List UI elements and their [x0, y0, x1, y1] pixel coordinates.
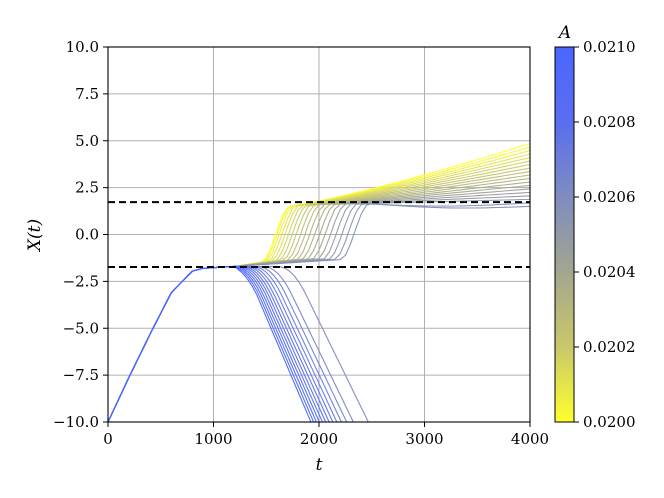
colorbar-tick-label: 0.0206: [583, 188, 636, 206]
x-tick-label: 0: [103, 430, 113, 448]
y-tick-label: −10.0: [53, 413, 99, 431]
series-line: [108, 265, 369, 422]
series-lines: [108, 143, 530, 422]
y-tick-label: 10.0: [66, 38, 99, 56]
x-tick-label: 1000: [194, 430, 232, 448]
y-tick-label: −2.5: [63, 272, 99, 290]
series-line: [108, 265, 315, 422]
y-tick-label: 0.0: [75, 226, 99, 244]
x-axis: 0 1000 2000 3000 4000: [103, 422, 549, 448]
y-axis-label: X(t): [25, 219, 45, 253]
y-tick-label: 5.0: [75, 132, 99, 150]
colorbar-tick-label: 0.0210: [583, 38, 636, 56]
colorbar-label: A: [557, 23, 571, 43]
x-axis-label: t: [316, 455, 323, 475]
y-axis: −10.0 −7.5 −5.0 −2.5 0.0 2.5 5.0 7.5 10.0: [53, 38, 108, 431]
y-tick-label: 7.5: [75, 85, 99, 103]
y-tick-label: −5.0: [63, 319, 99, 337]
y-tick-label: 2.5: [75, 179, 99, 197]
x-tick-label: 2000: [300, 430, 338, 448]
reference-lines: [108, 201, 530, 268]
colorbar: A 0.0200 0.0202 0.0204 0.0206 0.0208 0.0210: [554, 23, 636, 431]
colorbar-ticks: 0.0200 0.0202 0.0204 0.0206 0.0208 0.0210: [574, 38, 636, 431]
series-line: [108, 265, 312, 422]
grid: [107, 46, 531, 423]
colorbar-gradient: [554, 46, 575, 423]
x-tick-label: 4000: [511, 430, 549, 448]
series-line: [108, 265, 343, 422]
colorbar-tick-label: 0.0208: [583, 113, 636, 131]
series-line: [108, 203, 530, 422]
y-tick-label: −7.5: [63, 366, 99, 384]
colorbar-tick-label: 0.0202: [583, 338, 636, 356]
x-tick-label: 3000: [405, 430, 443, 448]
colorbar-tick-label: 0.0200: [583, 413, 636, 431]
colorbar-tick-label: 0.0204: [583, 263, 636, 281]
